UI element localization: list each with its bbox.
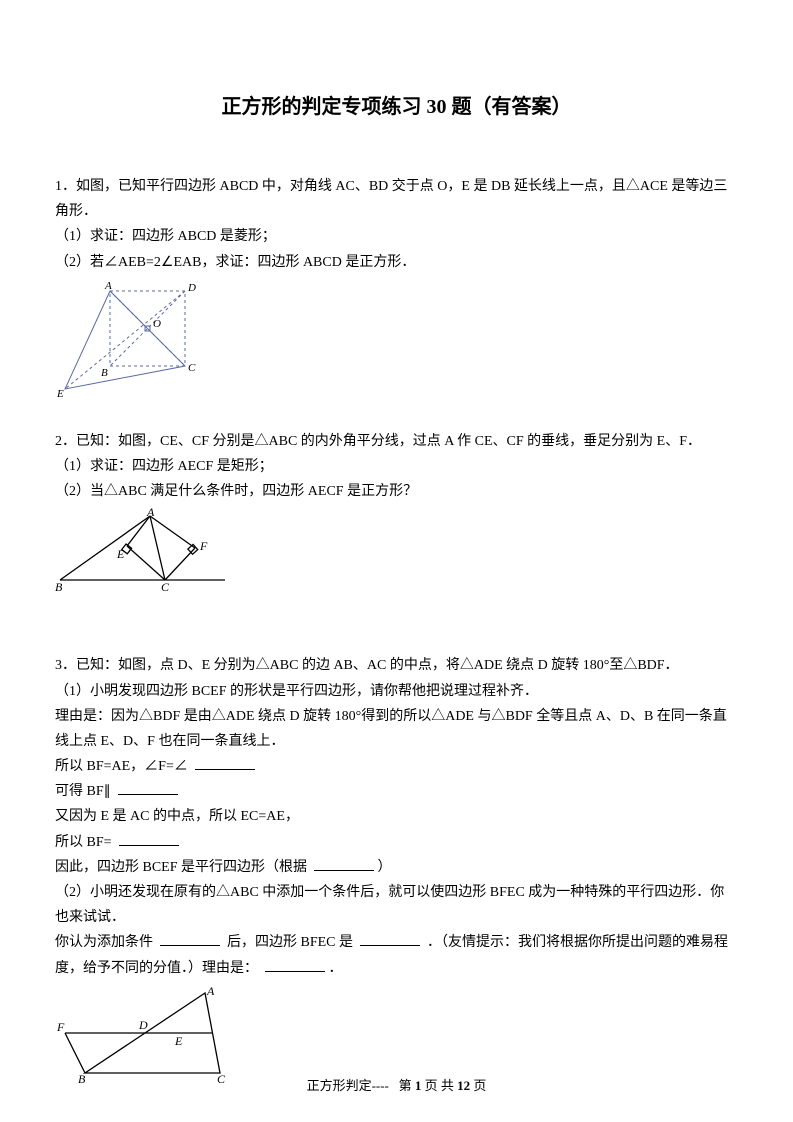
p3-label-F: F [56,1020,65,1034]
page-root: 正方形的判定专项练习 30 题（有答案） 1．如图，已知平行四边形 ABCD 中… [0,0,793,1122]
doc-title: 正方形的判定专项练习 30 题（有答案） [55,90,738,119]
p1-label-D: D [187,282,196,294]
footer-di: 第 [399,1078,412,1093]
p3-cond: 你认为添加条件 后，四边形 BFEC 是 ．（友情提示：我们将根据你所提出问题的… [55,930,738,980]
problem-3: 3．已知：如图，点 D、E 分别为△ABC 的边 AB、AC 的中点，将△ADE… [55,653,738,1084]
p1-stem: 1．如图，已知平行四边形 ABCD 中，对角线 AC、BD 交于点 O，E 是 … [55,174,738,224]
p2-stem: 2．已知：如图，CE、CF 分别是△ABC 的内外角平分线，过点 A 作 CE、… [55,429,738,454]
p2-sub1: （1）求证：四边形 AECF 是矩形； [55,454,738,479]
p3-line-mid: 又因为 E 是 AC 的中点，所以 EC=AE， [55,804,738,829]
p3-line-bfae: 所以 BF=AE，∠F=∠ [55,754,738,779]
blank-cond2 [360,931,420,946]
page-footer: 正方形判定---- 第 1 页 共 12 页 [0,1075,793,1094]
p1-figure: A D C B O E [55,279,738,399]
footer-pageno: 1 [415,1078,422,1093]
p2-label-C: C [161,580,170,593]
p3-figure: A B C D E F [55,985,738,1085]
p3-label-D: D [138,1018,148,1032]
problem-1: 1．如图，已知平行四边形 ABCD 中，对角线 AC、BD 交于点 O，E 是 … [55,174,738,399]
p2-figure: A B C E F [55,508,738,593]
p1-sub1: （1）求证：四边形 ABCD 是菱形； [55,224,738,249]
p1-label-C: C [188,362,196,374]
footer-prefix: 正方形判定---- [307,1078,389,1093]
p3-sub1: （1）小明发现四边形 BCEF 的形状是平行四边形，请你帮他把说理过程补齐． [55,679,738,704]
p3-therefore-text: 因此，四边形 BCEF 是平行四边形（根据 [55,860,307,875]
p2-label-F: F [199,539,208,553]
blank-angle [195,755,255,770]
p3-line-bfpar: 可得 BF∥ [55,779,738,804]
spacer [55,623,738,653]
footer-total: 12 [457,1078,470,1093]
p3-bfeq-text: 所以 BF= [55,835,112,850]
p3-cond-end: ． [329,961,343,976]
blank-basis [314,856,374,871]
p3-bfpar-text: 可得 BF∥ [55,784,111,799]
p1-label-O: O [153,318,161,330]
blank-bfeq [119,831,179,846]
p1-label-B: B [101,367,108,379]
p1-label-E: E [56,388,64,399]
p2-label-A: A [146,508,155,519]
p3-therefore-tail: ） [378,860,392,875]
p2-sub2: （2）当△ABC 满足什么条件时，四边形 AECF 是正方形？ [55,479,738,504]
p3-cond-mid: 后，四边形 BFEC 是 [227,935,353,950]
p3-label-E: E [174,1034,183,1048]
p2-label-E: E [116,547,125,561]
footer-ye: 页 [473,1078,486,1093]
p2-label-B: B [55,580,63,593]
problem-2: 2．已知：如图，CE、CF 分别是△ABC 的内外角平分线，过点 A 作 CE、… [55,429,738,594]
p3-bfae-text: 所以 BF=AE，∠F=∠ [55,759,188,774]
p3-line-bfeq: 所以 BF= [55,830,738,855]
p3-cond-head: 你认为添加条件 [55,935,153,950]
p1-label-A: A [104,280,112,292]
p3-reason: 理由是：因为△BDF 是由△ADE 绕点 D 旋转 180°得到的所以△ADE … [55,704,738,754]
p3-line-therefore: 因此，四边形 BCEF 是平行四边形（根据 ） [55,855,738,880]
p1-sub2: （2）若∠AEB=2∠EAB，求证：四边形 ABCD 是正方形． [55,250,738,275]
p3-label-A: A [206,985,215,998]
blank-parallel [118,780,178,795]
blank-cond3 [265,957,325,972]
p3-sub2: （2）小明还发现在原有的△ABC 中添加一个条件后，就可以使四边形 BFEC 成… [55,880,738,930]
footer-yegong: 页 共 [425,1078,454,1093]
p3-stem: 3．已知：如图，点 D、E 分别为△ABC 的边 AB、AC 的中点，将△ADE… [55,653,738,678]
blank-cond1 [160,931,220,946]
